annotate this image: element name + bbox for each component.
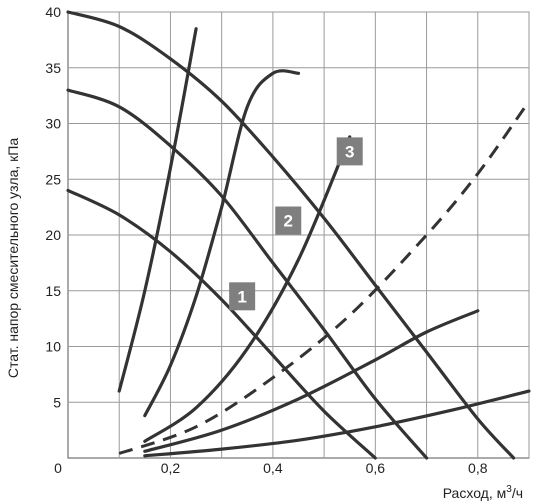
y-axis-label: Стат. напор смесительного узла, кПа [5, 138, 21, 378]
pump-curve-3 [66, 10, 516, 460]
x-axis-label-sup: 3 [506, 484, 512, 495]
curve-labels: 1 2 3 [229, 137, 363, 311]
x-tick-label: 0,8 [468, 460, 488, 476]
system-curve-1 [117, 27, 198, 393]
dashed-curve [118, 100, 531, 455]
y-tick-label: 10 [45, 339, 61, 355]
x-axis-label: Расход, м3/ч [443, 484, 523, 501]
y-tick-label: 5 [53, 394, 61, 410]
pump-curve-1 [66, 188, 377, 460]
x-tick-label: 0,6 [366, 460, 386, 476]
curve-badge-2 [275, 206, 302, 235]
tick-labels: 0 0,2 0,4 0,6 0,8 5 10 15 20 25 30 35 40 [45, 4, 487, 476]
grid [67, 11, 530, 459]
system-curve-5 [143, 389, 531, 458]
y-tick-label: 20 [45, 227, 61, 243]
y-tick-label: 25 [45, 171, 61, 187]
pump-curve-2 [66, 88, 429, 460]
x-axis-label-text: Расход, м [443, 485, 507, 501]
y-tick-label: 40 [45, 4, 61, 20]
system-curve-3 [143, 135, 352, 443]
curve-badge-3 [336, 137, 363, 166]
x-tick-label: 0 [54, 460, 62, 476]
x-tick-label: 0,4 [263, 460, 283, 476]
curve-badge-1 [229, 282, 256, 311]
curve-badge-label-3: 3 [345, 142, 354, 161]
x-axis-label-tail: /ч [512, 485, 523, 501]
y-tick-label: 15 [45, 283, 61, 299]
system-curve-2 [143, 69, 301, 418]
curve-badge-label-1: 1 [237, 287, 246, 306]
curves [66, 10, 531, 460]
x-tick-label: 0,2 [161, 460, 181, 476]
y-tick-label: 35 [45, 60, 61, 76]
y-tick-label: 30 [45, 116, 61, 132]
curve-badge-label-2: 2 [284, 212, 293, 231]
system-curve-4 [143, 309, 480, 453]
